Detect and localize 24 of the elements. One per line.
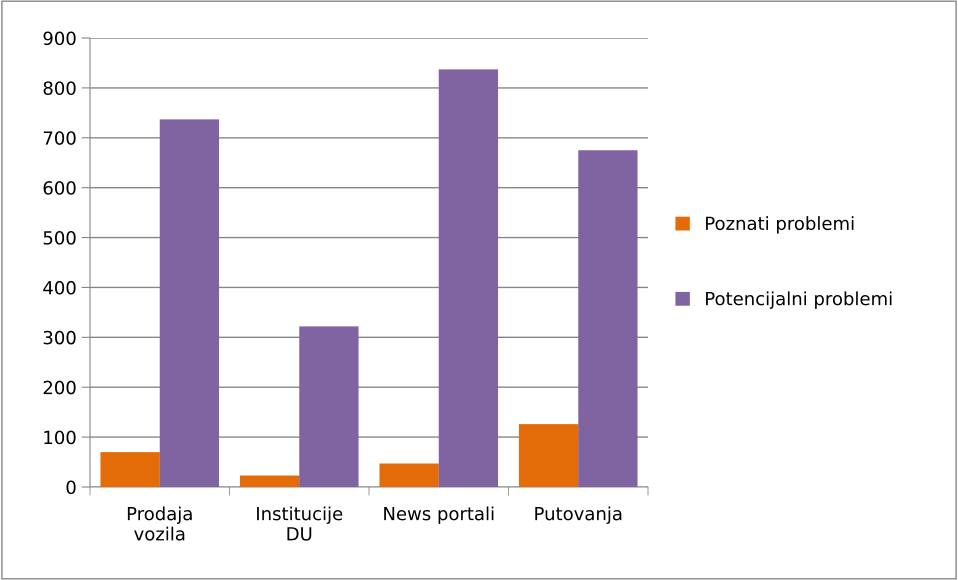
legend-label: Poznati problemi — [706, 216, 854, 234]
x-tick-label: Putovanja — [535, 506, 622, 524]
y-tick-label: 100 — [44, 430, 76, 444]
y-tick-label: 700 — [44, 131, 76, 145]
y-tick-label: 200 — [44, 380, 76, 394]
y-tick-label: 0 — [66, 480, 76, 494]
bar — [578, 150, 638, 487]
legend-label: Potencijalni problemi — [706, 291, 892, 309]
bar — [438, 69, 498, 487]
y-tick-label: 300 — [44, 330, 76, 344]
bar — [240, 476, 300, 487]
y-tick-label: 400 — [43, 280, 76, 295]
y-tick-label: 600 — [44, 181, 76, 195]
bar — [518, 424, 578, 487]
x-tick-label: News portali — [384, 506, 494, 524]
bar — [160, 119, 220, 487]
bar — [299, 326, 359, 487]
x-tick-label: Prodaja vozila — [128, 506, 192, 541]
bar — [100, 452, 160, 487]
x-tick-label: Institucije DU — [257, 506, 342, 541]
y-tick-label: 900 — [43, 31, 76, 46]
y-tick-label: 500 — [44, 231, 76, 245]
y-tick-label: 800 — [44, 81, 76, 96]
bar — [379, 464, 439, 487]
